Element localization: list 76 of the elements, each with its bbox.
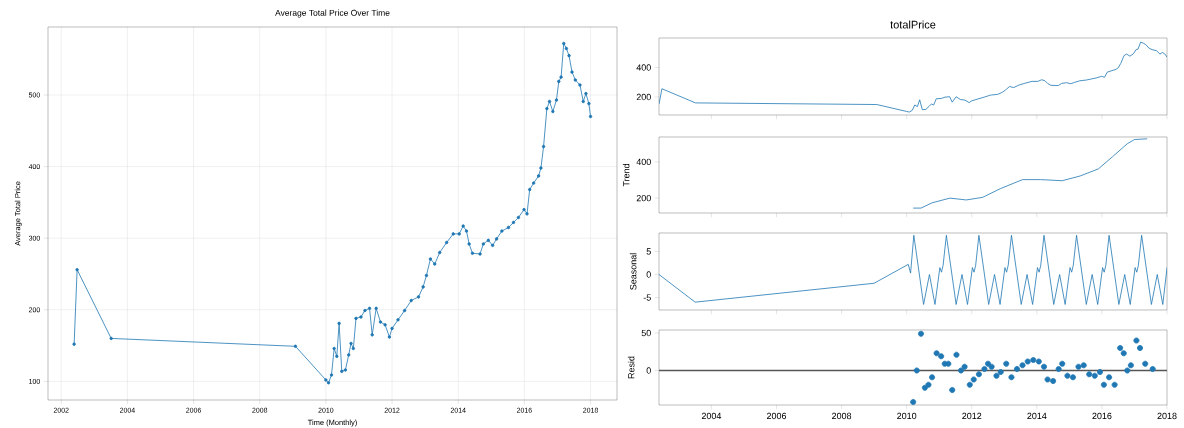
point: [1055, 366, 1062, 372]
chart-title: Average Total Price Over Time: [275, 9, 390, 18]
point: [945, 360, 952, 367]
point: [1075, 363, 1082, 370]
x-tick-label: 2012: [962, 412, 982, 420]
point: [993, 372, 1000, 379]
x-tick-label: 2014: [1027, 412, 1047, 420]
x-tick-label: 2006: [766, 412, 787, 420]
point: [1100, 381, 1107, 388]
line-series: [659, 234, 1168, 305]
point: [988, 363, 995, 370]
point: [1035, 358, 1042, 365]
point: [913, 367, 920, 374]
point: [933, 350, 940, 357]
y-tick-label: 200: [636, 93, 651, 101]
y-tick-label: 400: [636, 158, 651, 166]
x-tick-label: 2010: [897, 412, 917, 420]
point: [961, 363, 968, 370]
point: [1030, 357, 1037, 363]
y-tick-label: 400: [636, 64, 651, 71]
point: [1149, 366, 1156, 372]
line-series: [659, 41, 1168, 113]
x-tick-label: 2016: [1092, 412, 1112, 420]
point: [921, 384, 928, 391]
point: [938, 353, 945, 360]
y-tick-label: 0: [646, 367, 651, 374]
y-tick-label: 50: [641, 329, 651, 337]
point: [1014, 366, 1020, 372]
point: [975, 371, 982, 378]
point: [1106, 374, 1113, 381]
y-tick-label: 0: [646, 271, 651, 278]
point: [1127, 362, 1134, 369]
x-tick-label: 2004: [701, 412, 722, 420]
x-tick-label: 2008: [832, 412, 852, 420]
point: [1069, 374, 1076, 381]
point: [1080, 362, 1087, 369]
point: [1096, 369, 1103, 375]
x-tick-label: 2018: [1157, 412, 1177, 420]
point: [1086, 371, 1093, 378]
point: [1050, 378, 1057, 384]
point: [929, 374, 936, 381]
point: [1133, 337, 1140, 344]
point: [997, 369, 1004, 375]
y-tick-label: 200: [636, 194, 651, 202]
point: [910, 399, 917, 405]
point: [1120, 350, 1127, 357]
point: [917, 330, 924, 337]
point: [1117, 345, 1124, 351]
point: [1008, 374, 1015, 381]
point: [1041, 363, 1047, 370]
y-tick-label: 5: [646, 248, 651, 255]
point: [1091, 372, 1098, 379]
point: [1137, 345, 1143, 351]
point: [970, 376, 977, 383]
point: [985, 360, 992, 367]
point: [1059, 360, 1066, 367]
y-axis-title: Seasonal: [629, 253, 637, 290]
point: [966, 381, 973, 388]
point: [1124, 367, 1131, 374]
point: [1019, 362, 1026, 369]
chart-title: totalPrice: [890, 20, 936, 29]
point: [958, 367, 965, 374]
y-axis-title: Trend: [622, 164, 630, 187]
point: [1064, 372, 1071, 379]
y-tick-label: -5: [643, 294, 651, 301]
line-series: [912, 138, 1148, 209]
point: [1044, 376, 1051, 383]
y-axis-title: Resid: [627, 356, 635, 379]
point: [1111, 381, 1118, 388]
point: [1142, 360, 1149, 367]
point: [949, 387, 956, 393]
point: [1003, 360, 1010, 367]
point: [953, 351, 960, 358]
point: [981, 366, 988, 372]
point: [925, 381, 932, 388]
point: [1024, 358, 1031, 365]
